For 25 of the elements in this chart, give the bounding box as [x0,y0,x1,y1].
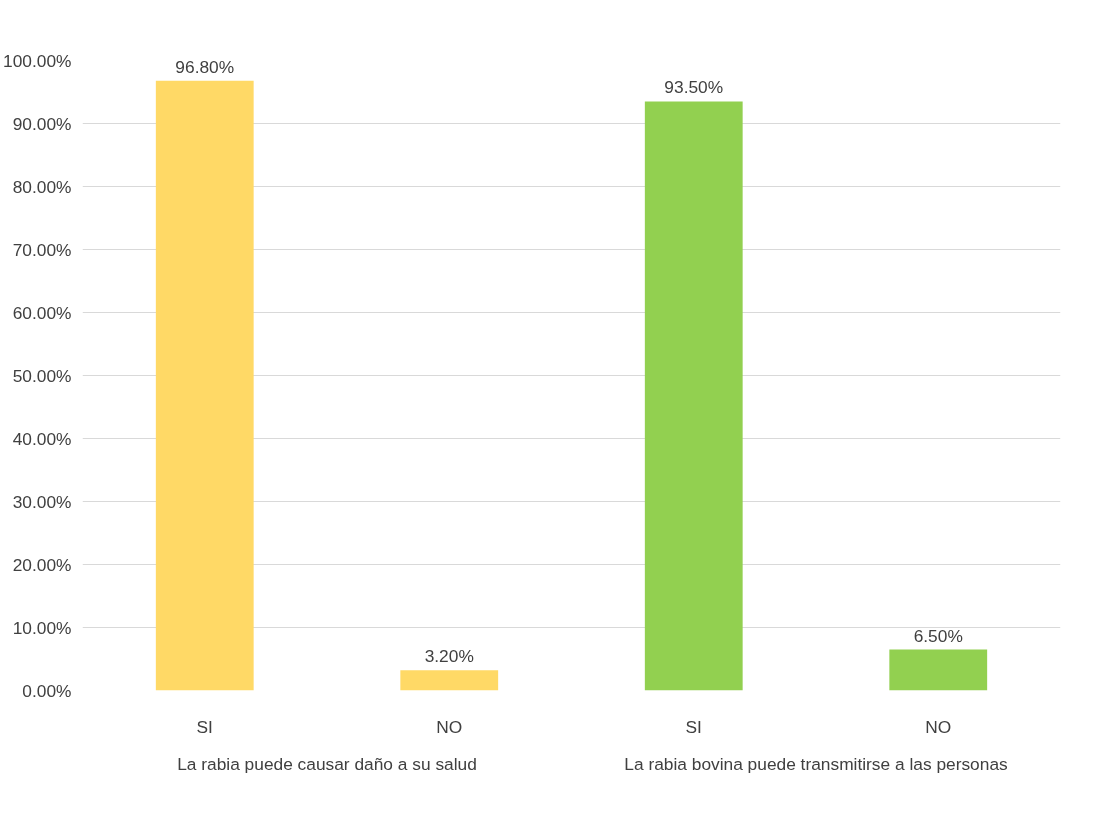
data-label: 3.20% [424,646,474,667]
y-tick-label: 0.00% [22,680,72,701]
y-tick-label: 20.00% [12,554,72,575]
x-tick-label: NO [436,716,463,737]
bar [644,101,743,691]
y-tick-label: 30.00% [12,491,72,512]
y-tick-label: 10.00% [12,617,72,638]
data-label: 93.50% [664,77,724,98]
y-tick-label: 60.00% [12,302,72,323]
y-tick-label: 80.00% [12,176,72,197]
y-tick-label: 70.00% [12,239,72,260]
y-tick-label: 100.00% [3,50,72,71]
y-tick-label: 90.00% [12,113,72,134]
text: La rabia puede causar daño a su salud [177,753,477,774]
x-tick-label: SI [685,716,702,737]
y-tick-label: 40.00% [12,428,72,449]
bar [889,649,988,691]
y-tick-label: 50.00% [12,365,72,386]
x-tick-label: SI [196,716,213,737]
x-tick-label: NO [925,716,952,737]
text: La rabia bovina puede transmitirse a las personas [624,753,1009,774]
bar [155,80,254,691]
data-label: 6.50% [913,625,963,646]
bar [400,670,499,691]
data-label: 96.80% [175,56,235,77]
